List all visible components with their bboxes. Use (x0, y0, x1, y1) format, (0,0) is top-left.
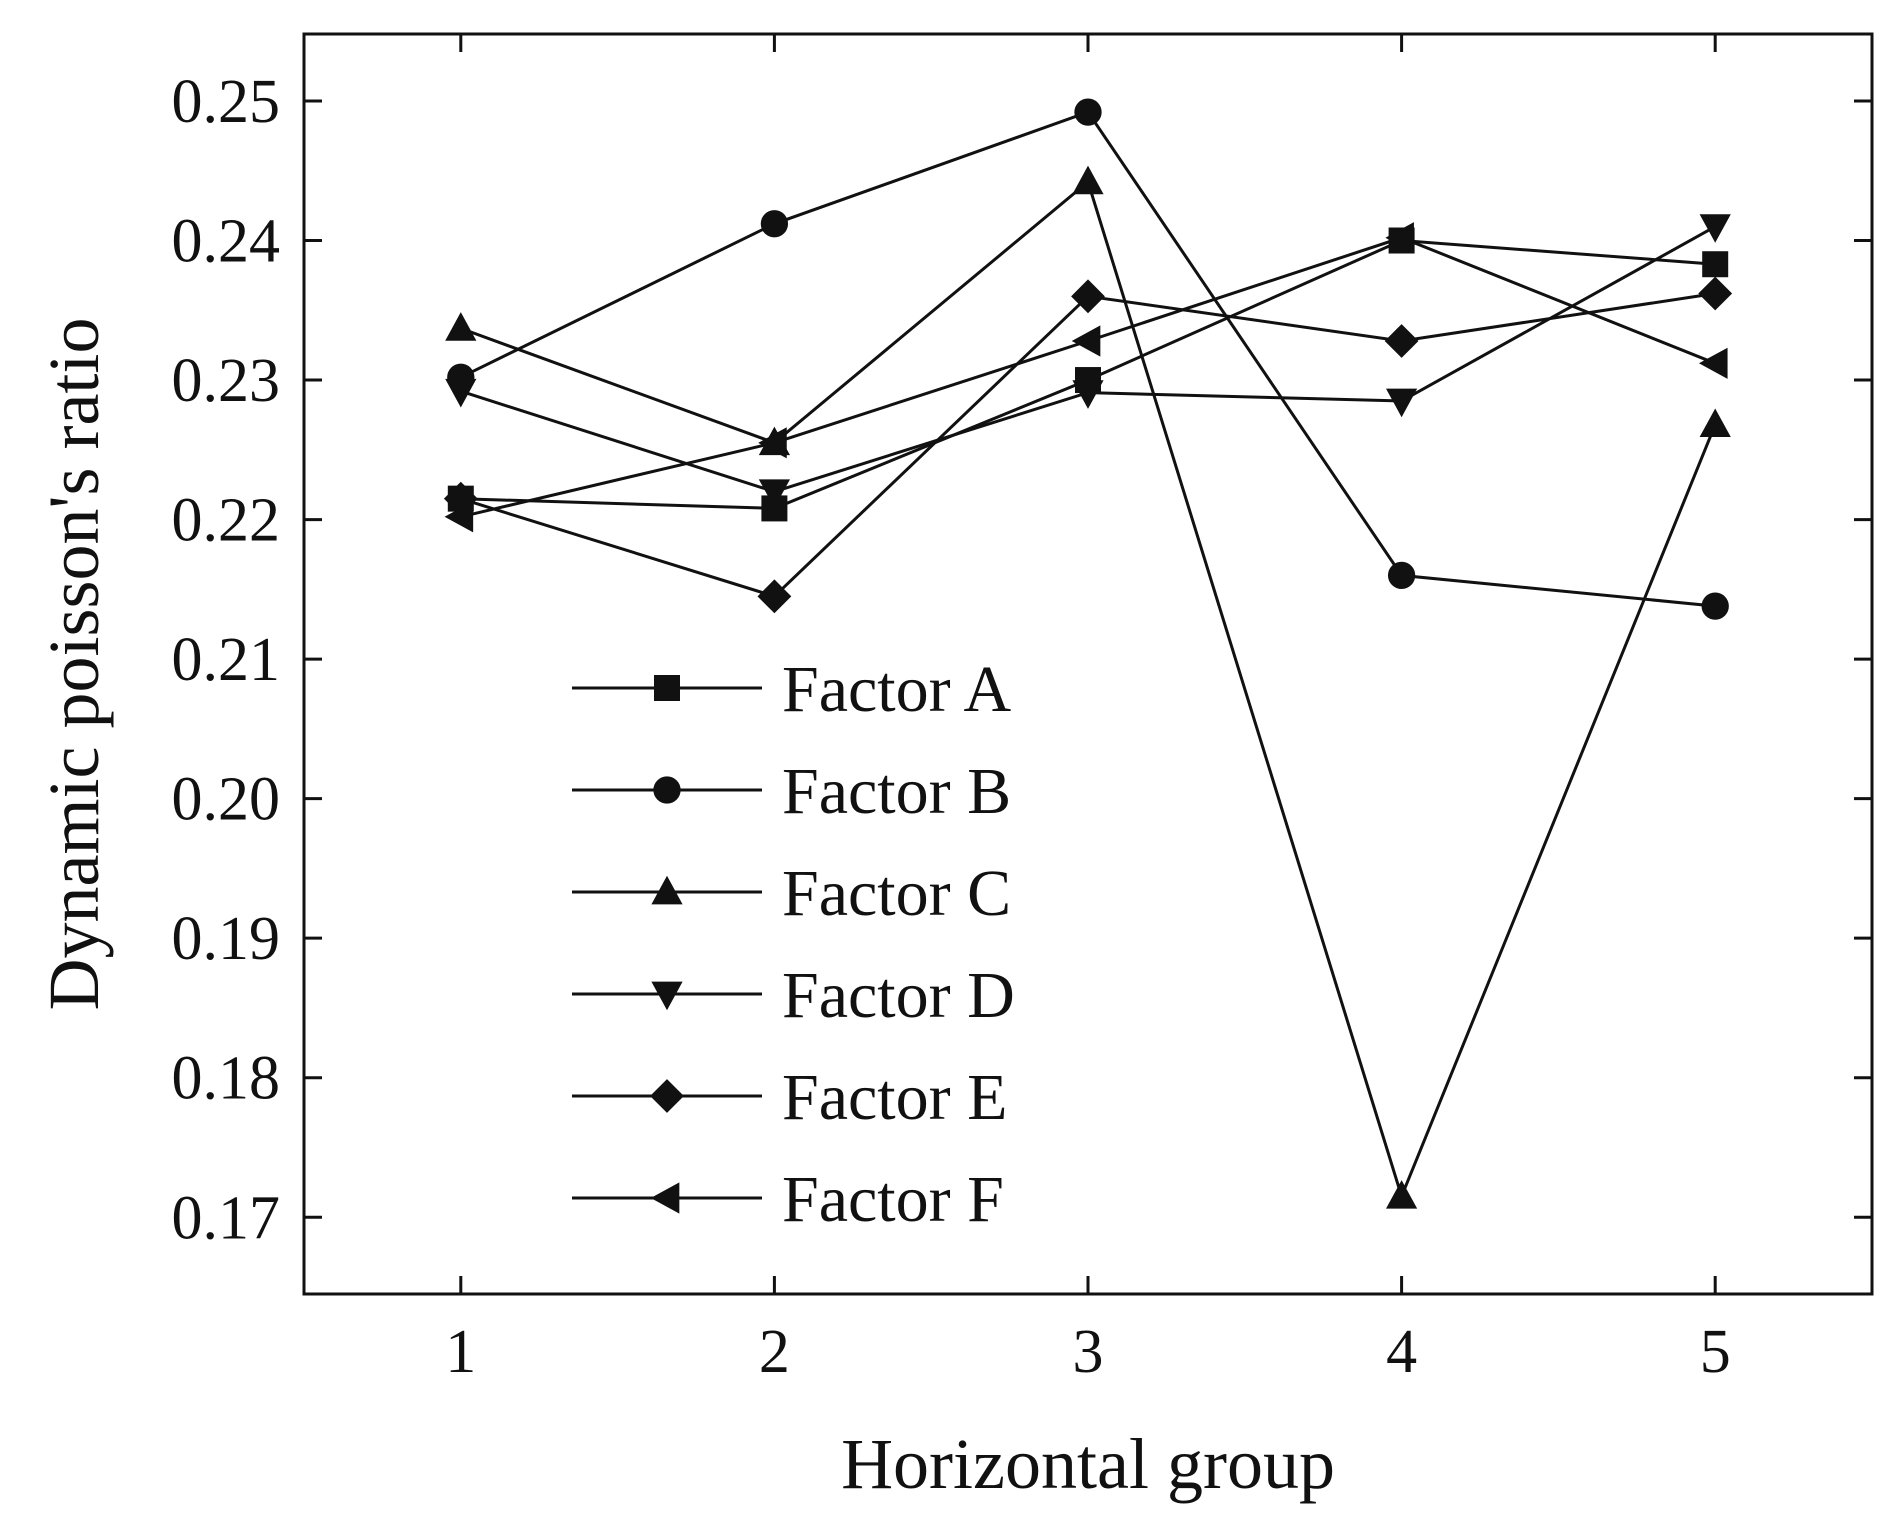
data-point-factor-f-x2 (758, 427, 787, 459)
legend-marker-factor-c (651, 875, 683, 905)
data-point-factor-f-x4 (1385, 222, 1414, 254)
series-factor-f (444, 222, 1728, 533)
legend-marker-factor-d (651, 981, 683, 1011)
y-tick-label-0-18: 0.18 (172, 1045, 281, 1113)
data-point-factor-c-x5 (1699, 408, 1731, 438)
y-tick-label-0-21: 0.21 (172, 626, 281, 694)
legend-marker-factor-f (650, 1182, 680, 1214)
data-point-factor-f-x5 (1698, 347, 1728, 379)
data-point-factor-e-x2 (757, 579, 792, 614)
y-tick-label-0-20: 0.20 (172, 766, 281, 834)
data-point-factor-a-x5 (1702, 251, 1729, 278)
y-tick-label-0-24: 0.24 (172, 208, 281, 276)
legend-item-factor-a: Factor A (572, 653, 1011, 726)
data-point-factor-b-x5 (1701, 592, 1729, 620)
legend-label-factor-b: Factor B (782, 755, 1011, 828)
data-point-factor-d-x1 (445, 378, 477, 408)
x-tick-label-3: 3 (1073, 1318, 1104, 1386)
data-point-factor-d-x2 (758, 479, 790, 508)
data-point-factor-d-x5 (1699, 214, 1731, 243)
x-tick-label-2: 2 (759, 1318, 790, 1386)
x-axis-title: Horizontal group (841, 1424, 1335, 1504)
legend-item-factor-f: Factor F (572, 1163, 1004, 1236)
data-point-factor-d-x4 (1386, 388, 1418, 418)
legend-label-factor-d: Factor D (782, 959, 1015, 1032)
y-tick-label-0-19: 0.19 (172, 905, 281, 973)
y-tick-label-0-25: 0.25 (172, 68, 281, 136)
data-point-factor-e-x5 (1698, 276, 1733, 311)
legend-label-factor-c: Factor C (782, 857, 1011, 930)
data-point-factor-f-x1 (444, 501, 474, 533)
x-tick-label-4: 4 (1386, 1318, 1417, 1386)
legend: Factor A Factor B Factor C Factor D Factor E… (572, 653, 1015, 1236)
legend-label-factor-e: Factor E (782, 1061, 1007, 1134)
data-point-factor-e-x4 (1384, 324, 1419, 358)
y-tick-label-0-17: 0.17 (172, 1184, 281, 1252)
series-factor-b (447, 98, 1729, 620)
x-tick-label-5: 5 (1700, 1318, 1731, 1386)
legend-item-factor-c: Factor C (572, 857, 1011, 930)
series-layer (443, 98, 1733, 1209)
y-axis-title: Dynamic poisson's ratio (34, 318, 114, 1011)
series-factor-e (443, 276, 1733, 614)
data-point-factor-c-x1 (445, 312, 477, 341)
data-point-factor-b-x3 (1074, 98, 1102, 126)
data-point-factor-d-x3 (1072, 380, 1104, 409)
y-tick-label-0-23: 0.23 (172, 347, 281, 415)
x-tick-label-1: 1 (445, 1318, 476, 1386)
data-point-factor-c-x3 (1072, 165, 1104, 195)
plot-area-frame (302, 32, 1874, 1296)
legend-item-factor-b: Factor B (572, 755, 1011, 828)
legend-label-factor-f: Factor F (782, 1163, 1004, 1236)
legend-marker-factor-e (650, 1079, 684, 1113)
legend-item-factor-d: Factor D (572, 959, 1015, 1032)
data-point-factor-c-x4 (1386, 1180, 1418, 1209)
data-point-factor-e-x3 (1071, 279, 1105, 314)
legend-label-factor-a: Factor A (782, 653, 1011, 726)
series-factor-d (445, 214, 1731, 508)
data-point-factor-f-x3 (1071, 325, 1101, 357)
legend-item-factor-e: Factor E (572, 1061, 1007, 1134)
ticks-layer: 1 2 3 4 5 0.17 0.18 0.19 0.20 0.21 0.22 0.23 0.24 0.2… (172, 34, 1872, 1386)
legend-marker-factor-a (654, 675, 680, 701)
data-point-factor-b-x4 (1387, 561, 1416, 590)
y-tick-label-0-22: 0.22 (172, 487, 281, 555)
data-point-factor-b-x2 (760, 210, 789, 238)
legend-marker-factor-b (653, 776, 681, 804)
